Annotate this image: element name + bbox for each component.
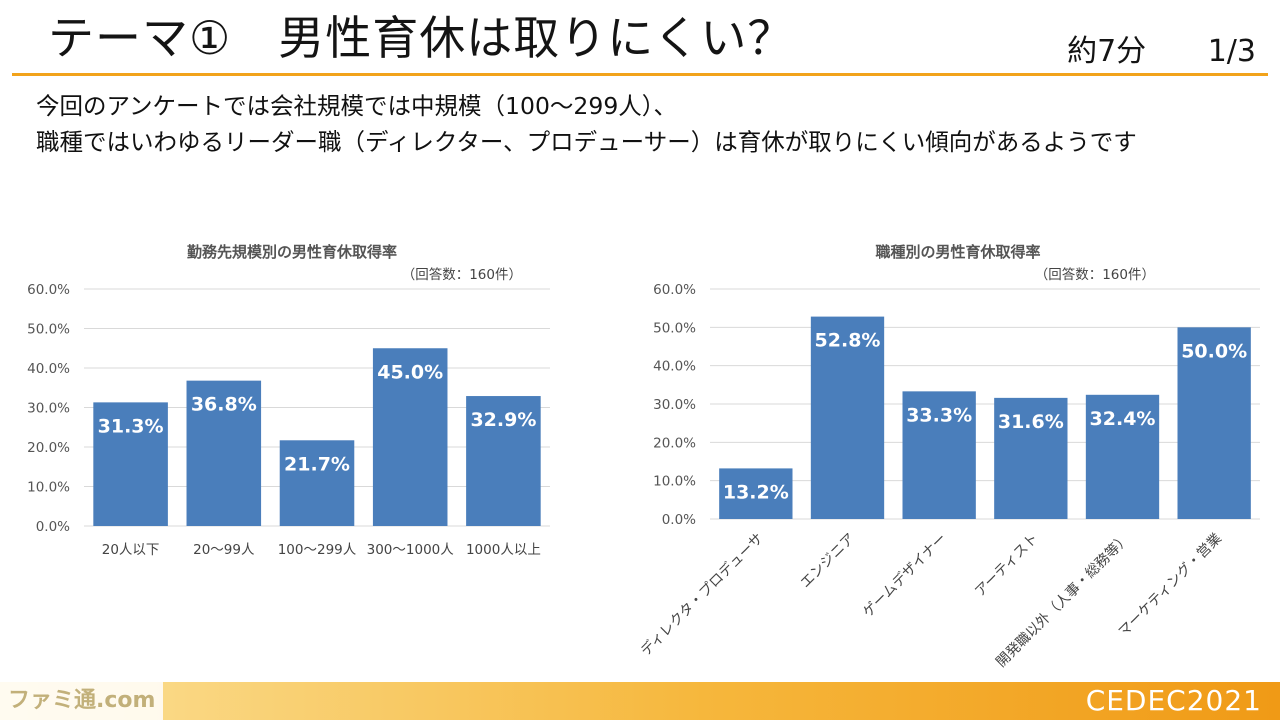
y-tick-label: 40.0% bbox=[27, 361, 70, 377]
bar bbox=[466, 396, 541, 526]
data-label: 52.8% bbox=[815, 330, 881, 352]
chart-title: 勤務先規模別の男性育休取得率 bbox=[187, 243, 397, 261]
data-label: 50.0% bbox=[1181, 340, 1247, 362]
data-label: 13.2% bbox=[723, 481, 789, 503]
y-tick-label: 0.0% bbox=[36, 519, 70, 535]
bar bbox=[93, 402, 168, 526]
lead-line: 今回のアンケートでは会社規模では中規模（100～299人）、 bbox=[36, 92, 678, 120]
bar bbox=[186, 380, 262, 526]
data-label: 21.7% bbox=[284, 453, 350, 475]
page-number: 1/3 bbox=[1207, 34, 1256, 69]
y-tick-label: 10.0% bbox=[653, 474, 696, 490]
y-tick-label: 10.0% bbox=[27, 480, 70, 496]
x-tick-label: 20～99人 bbox=[193, 542, 255, 558]
y-tick-label: 20.0% bbox=[653, 435, 696, 451]
y-tick-label: 60.0% bbox=[653, 282, 696, 298]
y-tick-label: 20.0% bbox=[27, 440, 70, 456]
y-tick-label: 0.0% bbox=[662, 512, 696, 528]
chart-job-type: 職種別の男性育休取得率 （回答数：160件） 0.0% 10.0% 20.0% 30.0%… bbox=[640, 243, 1260, 671]
y-tick-label: 60.0% bbox=[27, 282, 70, 298]
bar bbox=[1177, 327, 1251, 519]
data-label: 31.6% bbox=[998, 411, 1064, 433]
x-tick-label: ゲームデザイナー bbox=[859, 530, 950, 621]
x-tick-label: 100～299人 bbox=[278, 542, 357, 558]
duration-label: 約7分 bbox=[1067, 34, 1147, 69]
bar bbox=[1085, 394, 1160, 519]
y-tick-label: 40.0% bbox=[653, 359, 696, 375]
y-tick-label: 50.0% bbox=[27, 322, 70, 338]
bar bbox=[994, 397, 1068, 519]
x-tick-label: 300～1000人 bbox=[367, 542, 455, 558]
data-label: 31.3% bbox=[98, 415, 164, 437]
slide-title: テーマ① 男性育休は取りにくい？ bbox=[48, 11, 795, 65]
data-label: 33.3% bbox=[906, 404, 972, 426]
title-divider bbox=[12, 73, 1268, 76]
x-tick-label: 20人以下 bbox=[102, 542, 160, 558]
slide-meta: 約7分 1/3 bbox=[1067, 26, 1256, 70]
lead-line: 職種ではいわゆるリーダー職（ディレクター、プロデューサー）は育休が取りにくい傾向… bbox=[36, 128, 1137, 156]
x-tick-label: ディレクタ・プロデューサ bbox=[640, 530, 767, 660]
data-label: 32.4% bbox=[1090, 408, 1156, 430]
x-tick-label: エンジニア bbox=[798, 531, 859, 592]
x-tick-label: マーケティング・営業 bbox=[1115, 531, 1225, 641]
chart-company-size: 勤務先規模別の男性育休取得率 （回答数：160件） 0.0% 10.0% 20.0% 30… bbox=[27, 243, 550, 558]
x-tick-label: アーティスト bbox=[972, 531, 1042, 601]
data-label: 45.0% bbox=[377, 361, 443, 383]
chart-title: 職種別の男性育休取得率 bbox=[875, 243, 1040, 261]
data-label: 36.8% bbox=[191, 394, 257, 416]
data-label: 32.9% bbox=[470, 409, 536, 431]
chart-subtitle: （回答数：160件） bbox=[402, 266, 522, 283]
y-tick-label: 30.0% bbox=[653, 397, 696, 413]
bar bbox=[810, 316, 885, 519]
lead-text: 今回のアンケートでは会社規模では中規模（100～299人）、 職種ではいわゆるリ… bbox=[36, 88, 1137, 160]
famitsu-logo: ファミ通.com bbox=[0, 682, 164, 720]
cedec-logo: CEDEC2021 bbox=[1085, 684, 1262, 717]
bar bbox=[719, 468, 793, 519]
bar bbox=[279, 440, 355, 526]
y-tick-label: 30.0% bbox=[27, 401, 70, 417]
y-tick-label: 50.0% bbox=[653, 320, 696, 336]
bar bbox=[372, 348, 448, 526]
footer-bar: ファミ通.com CEDEC2021 bbox=[0, 682, 1280, 720]
bar bbox=[902, 391, 976, 519]
chart-subtitle: （回答数：160件） bbox=[1035, 266, 1155, 283]
x-tick-label: 1000人以上 bbox=[466, 542, 541, 558]
